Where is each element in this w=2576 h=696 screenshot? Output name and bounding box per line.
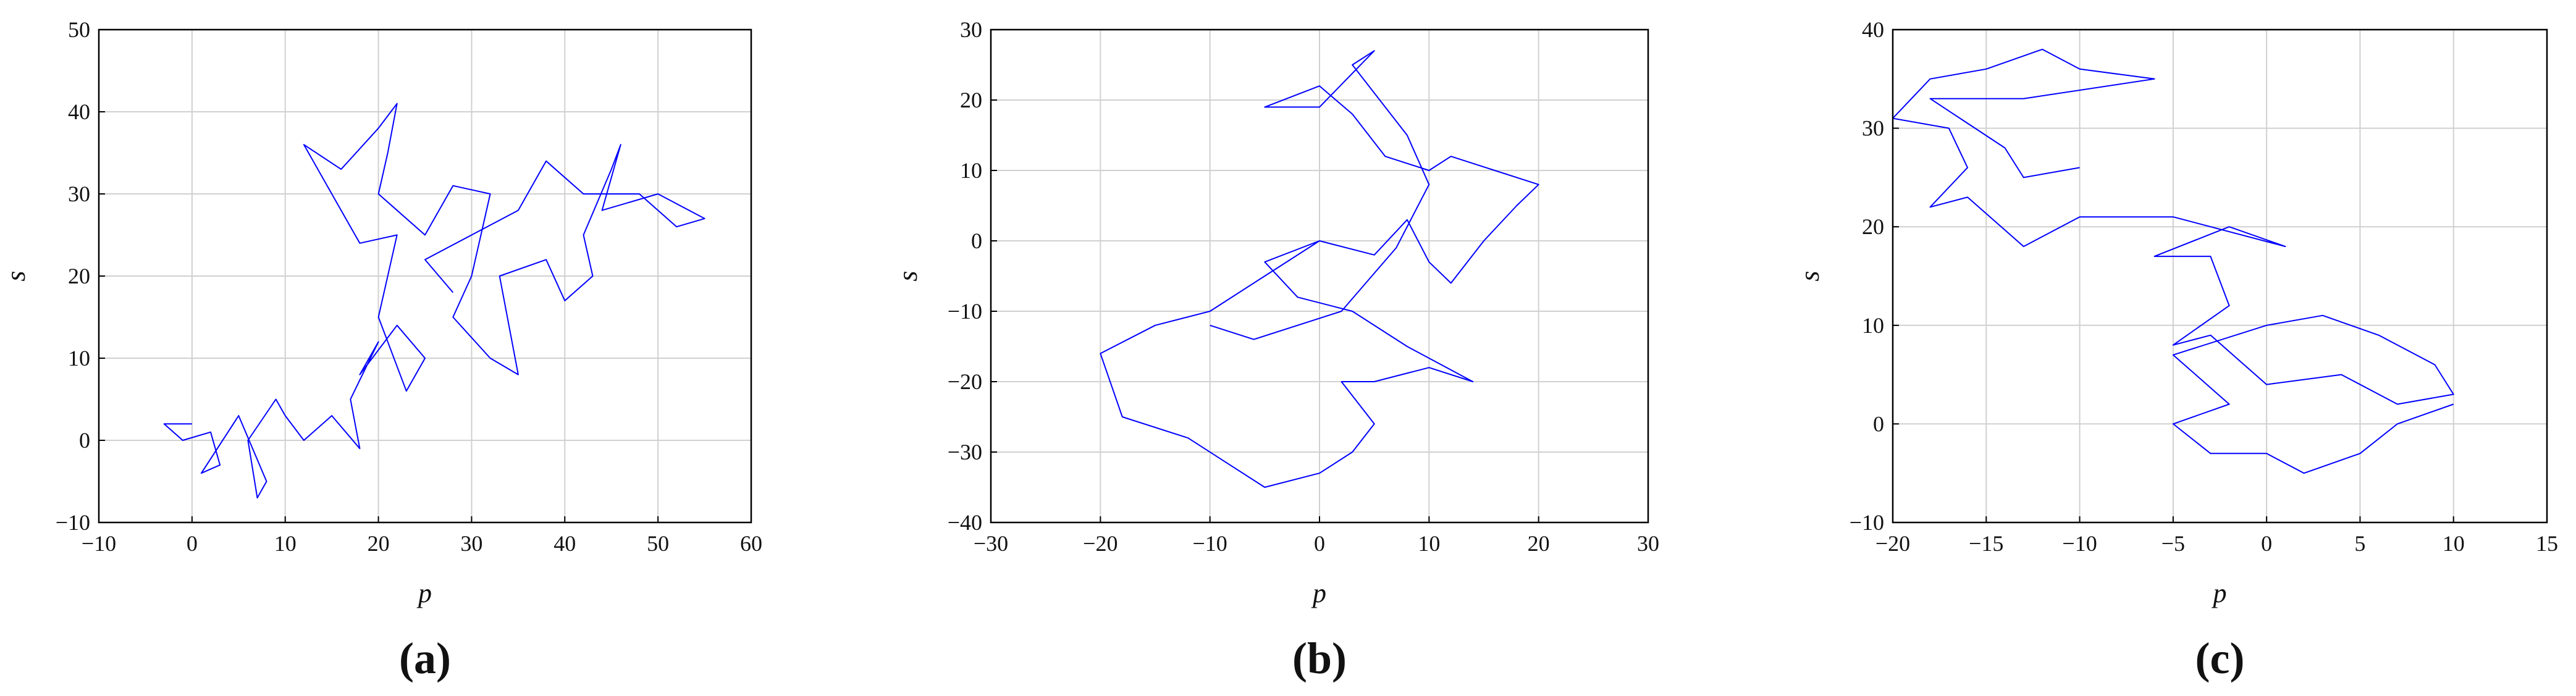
x-tick-label: 10	[2443, 531, 2465, 556]
y-tick-label: 30	[960, 17, 982, 42]
random-walk-line	[163, 103, 705, 499]
panel-caption: (b)	[1292, 634, 1347, 683]
x-tick-label: −15	[1969, 531, 2003, 556]
y-tick-label: 10	[68, 346, 90, 371]
x-tick-label: 5	[2354, 531, 2365, 556]
x-tick-label: −10	[82, 531, 116, 556]
x-tick-label: −10	[1193, 531, 1227, 556]
y-tick-label: 10	[960, 158, 982, 183]
y-tick-label: 20	[1862, 214, 1884, 239]
x-tick-label: −20	[1083, 531, 1118, 556]
y-tick-label: 50	[68, 17, 90, 42]
x-axis-label: p	[1311, 578, 1326, 608]
y-axis-label: s	[893, 270, 923, 281]
panel-caption: (a)	[399, 634, 451, 683]
x-tick-label: −30	[974, 531, 1008, 556]
x-tick-label: 0	[2261, 531, 2272, 556]
y-tick-label: 0	[79, 428, 90, 453]
x-tick-label: 15	[2536, 531, 2558, 556]
random-walk-line	[1100, 50, 1539, 488]
x-tick-label: 10	[1418, 531, 1440, 556]
axes-frame	[990, 28, 1649, 524]
y-tick-label: 30	[68, 182, 90, 206]
x-tick-label: −5	[2161, 531, 2185, 556]
y-tick-label: 40	[68, 99, 90, 124]
x-tick-label: 20	[368, 531, 390, 556]
y-tick-label: 0	[1873, 411, 1884, 436]
x-tick-label: 0	[187, 531, 198, 556]
x-axis-label: p	[2212, 578, 2227, 608]
plot-area	[163, 103, 705, 499]
y-tick-label: −30	[948, 440, 982, 464]
x-tick-label: 40	[554, 531, 576, 556]
y-tick-label: 10	[1862, 313, 1884, 338]
y-tick-label: −40	[948, 510, 982, 535]
chart-panel: −20 −15 −10 −5 0 5 10 15 −10 0 10 20 30 40 p s (c)	[1795, 17, 2558, 683]
axes-frame	[1892, 28, 2548, 524]
y-tick-label: −10	[56, 510, 90, 535]
x-tick-label: 30	[460, 531, 482, 556]
x-tick-label: 30	[1637, 531, 1659, 556]
y-tick-label: 40	[1862, 17, 1884, 42]
plot-area	[1893, 48, 2454, 474]
y-tick-label: 20	[68, 264, 90, 288]
panel-caption: (c)	[2195, 634, 2245, 683]
x-tick-label: 20	[1528, 531, 1550, 556]
x-axis-label: p	[416, 578, 432, 608]
chart-panel: −10 0 10 20 30 40 50 60 −10 0 10 20 30 40 50 p s (a)	[1, 17, 762, 683]
y-tick-label: −10	[948, 299, 982, 324]
y-tick-label: −10	[1850, 510, 1884, 535]
y-tick-label: 0	[971, 229, 982, 253]
x-tick-label: 0	[1314, 531, 1325, 556]
axes-frame	[98, 28, 752, 524]
y-tick-label: 30	[1862, 116, 1884, 141]
plot-area	[1100, 50, 1539, 488]
x-tick-label: 50	[647, 531, 669, 556]
random-walk-line	[1893, 48, 2454, 474]
x-tick-label: 60	[740, 531, 762, 556]
y-tick-label: 20	[960, 88, 982, 112]
x-tick-label: −20	[1875, 531, 1910, 556]
y-axis-label: s	[1795, 270, 1825, 281]
y-axis-label: s	[1, 270, 31, 281]
y-tick-label: −20	[948, 369, 982, 394]
x-tick-label: 10	[274, 531, 297, 556]
x-tick-label: −10	[2062, 531, 2097, 556]
